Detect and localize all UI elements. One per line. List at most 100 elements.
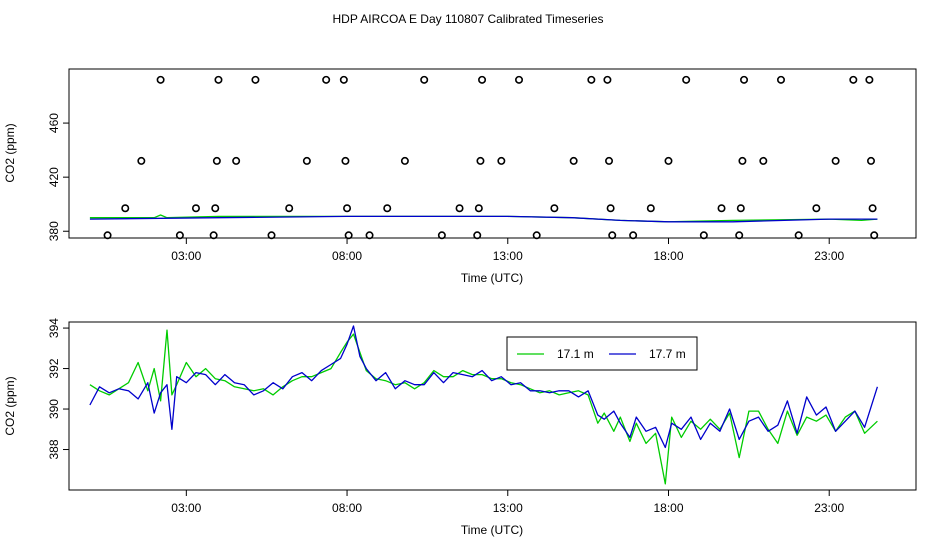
calibration-point	[209, 231, 218, 240]
series-layer	[89, 325, 879, 485]
calibration-point	[497, 156, 506, 165]
calibration-point	[322, 75, 331, 84]
calibration-point	[103, 231, 112, 240]
calibration-point	[532, 231, 541, 240]
x-axis: 03:00 08:00 13:00 18:00 23:00	[171, 490, 845, 515]
calibration-point	[515, 75, 524, 84]
calibrated-timeseries-panel: 03:00 08:00 13:00 18:00 23:00 380 420 460 Time…	[3, 68, 917, 285]
legend-label-17-7m: 17.7 m	[649, 347, 686, 361]
y-axis: 388 390 392 394	[47, 318, 69, 460]
calibration-point	[478, 75, 487, 84]
calibration-point	[569, 156, 578, 165]
plot-frame	[68, 68, 917, 239]
calibration-point	[212, 156, 221, 165]
calibration-point	[175, 231, 184, 240]
y-axis-label: CO2 (ppm)	[3, 376, 17, 435]
calibration-point	[868, 204, 877, 213]
calibration-point	[267, 231, 276, 240]
y-tick-label: 420	[47, 167, 61, 187]
legend: 17.1 m 17.7 m	[506, 336, 698, 371]
calibration-point	[344, 231, 353, 240]
calibration-point	[339, 75, 348, 84]
calibration-point	[605, 156, 614, 165]
calibration-point	[473, 231, 482, 240]
x-tick-label: 23:00	[814, 249, 844, 263]
calibration-point	[629, 231, 638, 240]
calibration-point	[137, 156, 146, 165]
calibration-point	[191, 204, 200, 213]
calibration-point	[343, 204, 352, 213]
series-line-blue	[89, 215, 878, 223]
series-line-17-1-m	[89, 329, 878, 485]
calibration-point	[606, 204, 615, 213]
calibration-point	[365, 231, 374, 240]
y-tick-label: 390	[47, 399, 61, 419]
y-axis: 380 420 460	[47, 113, 69, 241]
calibration-point	[849, 75, 858, 84]
x-tick-label: 18:00	[653, 249, 683, 263]
calibration-point	[866, 156, 875, 165]
x-axis: 03:00 08:00 13:00 18:00 23:00	[171, 238, 845, 263]
series-line-17-7-m	[89, 325, 879, 449]
y-tick-label: 460	[47, 113, 61, 133]
calibration-point	[420, 75, 429, 84]
calibration-point-layer	[103, 75, 879, 240]
calibration-point	[232, 156, 241, 165]
x-axis-label: Time (UTC)	[461, 523, 523, 537]
legend-label-17-1m: 17.1 m	[557, 347, 594, 361]
y-tick-label: 392	[47, 358, 61, 378]
calibration-point	[474, 204, 483, 213]
x-tick-label: 23:00	[814, 501, 844, 515]
calibration-point	[251, 75, 260, 84]
calibration-point	[603, 75, 612, 84]
calibration-point	[383, 204, 392, 213]
x-tick-label: 08:00	[332, 249, 362, 263]
x-tick-label: 03:00	[171, 249, 201, 263]
x-tick-label: 08:00	[332, 501, 362, 515]
y-axis-label: CO2 (ppm)	[3, 123, 17, 182]
calibration-point	[812, 204, 821, 213]
calibration-point	[285, 204, 294, 213]
calibration-point	[121, 204, 130, 213]
calibration-point	[587, 75, 596, 84]
calibration-point	[476, 156, 485, 165]
calibration-point	[646, 204, 655, 213]
calibration-point	[740, 75, 749, 84]
calibration-point	[736, 204, 745, 213]
calibration-point	[211, 204, 220, 213]
calibration-point	[664, 156, 673, 165]
calibration-point	[302, 156, 311, 165]
calibration-point	[341, 156, 350, 165]
x-tick-label: 18:00	[653, 501, 683, 515]
calibration-point	[870, 231, 879, 240]
calibration-point	[550, 204, 559, 213]
calibration-point	[437, 231, 446, 240]
calibration-point	[865, 75, 874, 84]
calibration-point	[738, 156, 747, 165]
calibration-point	[699, 231, 708, 240]
calibration-point	[831, 156, 840, 165]
figure-title: HDP AIRCOA E Day 110807 Calibrated Times…	[332, 12, 603, 26]
plot-frame	[68, 321, 917, 491]
y-tick-label: 380	[47, 221, 61, 241]
series-layer	[89, 214, 878, 223]
calibration-point	[776, 75, 785, 84]
x-tick-label: 03:00	[171, 501, 201, 515]
calibration-point	[214, 75, 223, 84]
x-tick-label: 13:00	[493, 501, 523, 515]
calibration-point	[794, 231, 803, 240]
calibration-point	[682, 75, 691, 84]
calibration-point	[455, 204, 464, 213]
x-axis-label: Time (UTC)	[461, 271, 523, 285]
y-tick-label: 394	[47, 318, 61, 338]
height-comparison-panel: 03:00 08:00 13:00 18:00 23:00 388 390 392 394 T…	[3, 318, 917, 537]
calibration-point	[608, 231, 617, 240]
calibration-point	[400, 156, 409, 165]
calibration-point	[759, 156, 768, 165]
y-tick-label: 388	[47, 439, 61, 459]
x-tick-label: 13:00	[493, 249, 523, 263]
calibration-point	[156, 75, 165, 84]
calibration-point	[717, 204, 726, 213]
calibration-point	[735, 231, 744, 240]
